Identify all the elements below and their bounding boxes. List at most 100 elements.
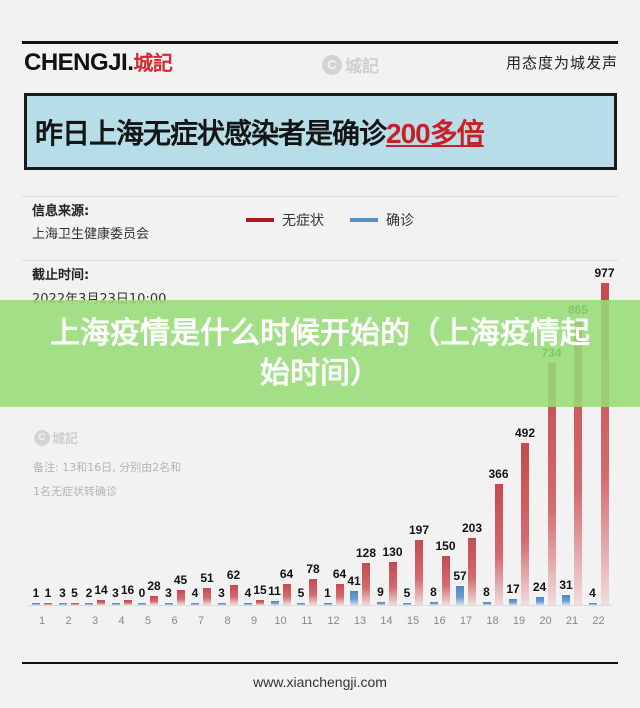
bar-asymptomatic — [521, 442, 529, 605]
bar-confirmed — [323, 603, 332, 605]
bar-asymptomatic — [70, 603, 79, 605]
legend-item-asymptomatic: 无症状 — [246, 210, 324, 230]
cutoff-label: 截止时间: — [32, 268, 90, 283]
headline-main: 昨日上海无症状感染者是确诊 — [35, 116, 387, 150]
bar-value-label: 203 — [461, 521, 483, 535]
bar-value-label: 62 — [226, 567, 241, 582]
bar-value-label: 4 — [191, 586, 199, 600]
bar-asymptomatic — [97, 600, 105, 605]
bar-value-label: 5 — [297, 586, 305, 600]
x-tick-label: 20 — [539, 615, 552, 627]
source-value: 上海卫生健康委员会 — [32, 227, 150, 242]
watermark-text: 城記 — [345, 57, 379, 77]
bar-value-label: 45 — [173, 573, 188, 588]
bar-value-label: 1 — [324, 586, 331, 600]
bar-value-label: 41 — [347, 574, 361, 589]
legend-item-confirmed: 确诊 — [350, 210, 414, 230]
watermark: C 城記 — [322, 52, 379, 77]
note-line-1: 备注: 13和16日, 分别由2名和 — [33, 461, 182, 474]
x-tick-label: 8 — [224, 615, 231, 627]
bar-value-label: 64 — [332, 566, 347, 581]
bar-value-label: 8 — [430, 585, 437, 600]
legend-label: 无症状 — [282, 213, 324, 229]
bar-value-label: 5 — [71, 586, 78, 600]
bar-value-label: 2 — [85, 586, 93, 600]
bar-value-label: 3 — [59, 586, 66, 600]
legend-label: 确诊 — [386, 213, 414, 229]
source-label: 信息来源: — [32, 204, 90, 219]
bar-asymptomatic — [335, 583, 344, 605]
bar-asymptomatic — [388, 562, 397, 605]
x-tick-label: 10 — [274, 615, 287, 627]
bar-asymptomatic — [203, 588, 211, 605]
divider — [22, 260, 618, 261]
bar-value-label: 78 — [306, 562, 320, 577]
bar-value-label: 28 — [147, 578, 161, 593]
bar-confirmed — [191, 603, 199, 605]
x-tick-label: 5 — [144, 615, 152, 627]
bar-confirmed — [111, 603, 120, 605]
x-tick-label: 18 — [486, 615, 499, 627]
bar-asymptomatic — [600, 282, 609, 605]
x-tick-label: 15 — [406, 615, 420, 627]
chart-legend: 无症状 确诊 — [246, 210, 432, 230]
bar-confirmed — [482, 602, 491, 605]
bar-value-label: 17 — [506, 582, 520, 597]
x-tick-label: 3 — [91, 615, 99, 627]
slogan: 用态度为城发声 — [505, 54, 618, 72]
bar-asymptomatic — [415, 539, 423, 605]
x-tick-label: 13 — [353, 615, 367, 627]
logo-cn: 城記 — [133, 53, 173, 75]
x-tick-label: 16 — [433, 615, 446, 627]
bar-asymptomatic — [574, 319, 582, 605]
bar-value-label: 128 — [355, 545, 377, 560]
x-tick-label: 4 — [118, 615, 125, 627]
bar-value-label: 8 — [483, 585, 490, 600]
x-axis-baseline — [28, 605, 612, 606]
bar-value-label: 130 — [382, 545, 403, 560]
bar-value-label: 64 — [279, 566, 294, 581]
bar-confirmed — [350, 591, 358, 605]
brand-logo: CHENGJI.城記 — [24, 47, 173, 77]
bar-confirmed — [562, 594, 570, 605]
headline-box: 昨日上海无症状感染者是确诊200多倍 — [24, 93, 617, 170]
note-watermark: C 城記 — [34, 428, 78, 447]
top-rule — [22, 41, 618, 44]
bar-value-label: 1 — [44, 586, 52, 600]
bar-asymptomatic — [309, 579, 317, 605]
bar-value-label: 16 — [120, 582, 135, 597]
x-tick-label: 1 — [38, 615, 46, 627]
bar-value-label: 11 — [268, 584, 281, 599]
bar-value-label: 3 — [112, 586, 119, 600]
watermark-logo-icon: C — [322, 54, 342, 75]
bar-asymptomatic — [282, 583, 291, 605]
overlay-banner: 上海疫情是什么时候开始的（上海疫情起始时间） — [0, 300, 640, 407]
bar-value-label: 24 — [532, 580, 547, 595]
bar-asymptomatic — [441, 555, 450, 605]
bar-value-label: 15 — [253, 583, 267, 598]
bar-asymptomatic — [547, 362, 556, 605]
note-line-2: 1名无症状转确诊 — [33, 485, 117, 498]
bar-asymptomatic — [256, 600, 264, 605]
bar-confirmed — [456, 586, 464, 605]
x-tick-label: 14 — [380, 615, 393, 627]
bar-confirmed — [588, 603, 597, 605]
logo-latin: CHENGJI. — [24, 49, 134, 76]
x-tick-label: 22 — [592, 615, 605, 627]
bottom-rule — [22, 662, 618, 664]
x-tick-label: 6 — [171, 615, 178, 627]
bar-confirmed — [297, 603, 305, 605]
bar-value-label: 14 — [94, 583, 108, 598]
x-tick-label: 7 — [197, 615, 205, 627]
bar-value-label: 1 — [32, 586, 40, 600]
bar-confirmed — [164, 603, 173, 605]
bar-confirmed — [85, 603, 93, 605]
footer-url: www.xianchengji.com — [253, 674, 387, 690]
bar-confirmed — [244, 603, 252, 605]
bar-value-label: 57 — [453, 569, 467, 584]
bar-value-label: 150 — [435, 538, 456, 553]
bar-value-label: 0 — [138, 586, 146, 600]
bar-confirmed — [429, 602, 438, 605]
legend-swatch-blue — [350, 218, 378, 222]
headline: 昨日上海无症状感染者是确诊200多倍 — [35, 112, 485, 152]
